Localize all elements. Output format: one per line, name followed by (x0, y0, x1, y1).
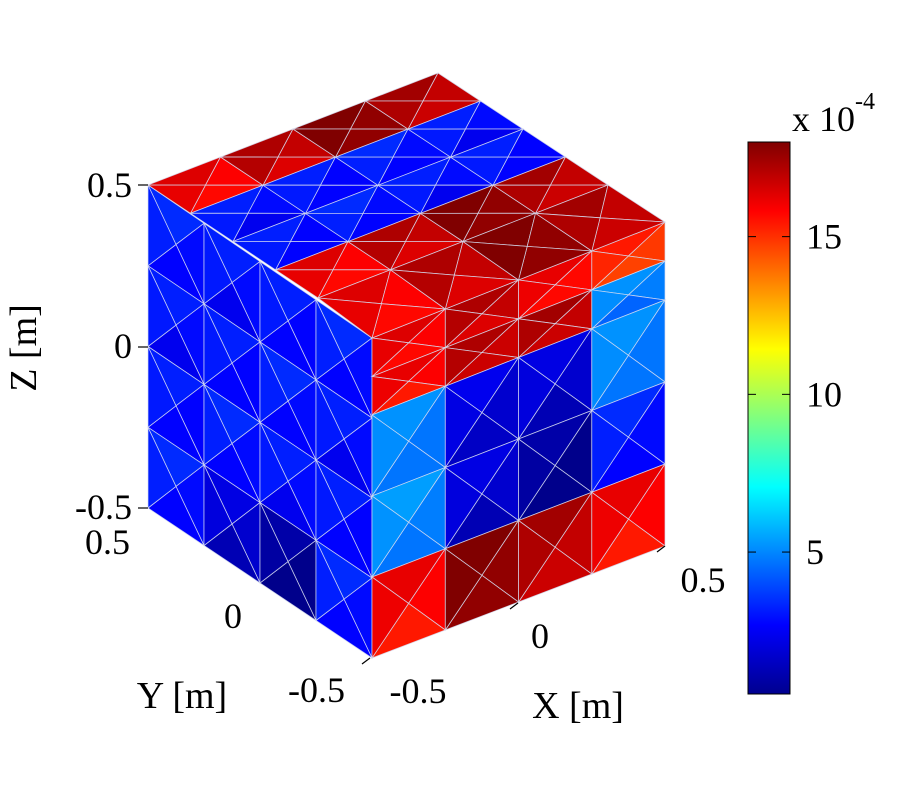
left-face-cell (147, 427, 177, 509)
step-face-cell (389, 269, 455, 310)
y-axis-label: Y [m] (137, 675, 227, 717)
front-face-lower-cell (591, 328, 629, 412)
left-face-cell (203, 303, 233, 386)
front-face-upper-cell (591, 289, 630, 330)
z-tick-label: 0 (114, 326, 132, 366)
left-face-cell (203, 384, 233, 466)
colorbar-tick-label: 5 (806, 532, 824, 572)
front-face-lower-cell (371, 576, 410, 660)
z-axis: 0.5 0 -0.5 Z [m] (3, 165, 132, 527)
top-face-cell (274, 269, 334, 299)
step-face-cell (461, 240, 528, 281)
top-face-cell (304, 212, 364, 243)
top-face-cell (334, 156, 394, 186)
front-face-lower-cell (444, 548, 483, 632)
x-tick-label: 0 (531, 616, 549, 656)
top-face-cell (261, 184, 322, 214)
left-face-cell (259, 261, 289, 343)
top-face-cell (491, 184, 552, 214)
top-face-cell (419, 212, 479, 243)
colorbar: 5 10 15 x 10-4 (747, 89, 875, 695)
top-face-cell (364, 100, 424, 130)
x-tick-label: 0.5 (681, 560, 726, 600)
left-face-cell (315, 379, 345, 461)
front-face-upper-cell (591, 250, 630, 291)
front-face-upper-cell (518, 318, 556, 359)
front-face-upper-cell (371, 337, 410, 378)
face-left (147, 183, 373, 660)
front-face-upper-cell (371, 376, 410, 416)
top-face-cell (449, 156, 509, 186)
colorbar-gradient (747, 141, 791, 695)
left-face-cell (259, 422, 289, 504)
colorbar-tick-label: 10 (806, 374, 842, 414)
x-axis: -0.5 0 0.5 X [m] (390, 560, 726, 727)
left-face-cell (147, 265, 177, 348)
left-face-cell (147, 184, 177, 267)
front-face-lower-cell (444, 385, 483, 469)
z-axis-label: Z [m] (3, 304, 45, 392)
colorbar-ticks: 5 10 15 (748, 217, 842, 572)
top-face-cell (406, 128, 467, 158)
x-tick-mark (361, 657, 371, 665)
y-tick-label: -0.5 (288, 670, 345, 710)
step-face-cell (316, 297, 382, 339)
front-face-lower-cell (444, 466, 483, 551)
front-face-upper-cell (518, 279, 556, 320)
top-face-cell (346, 241, 407, 271)
top-face-cell (189, 212, 249, 243)
top-face-cell (376, 184, 437, 214)
colorbar-tick-label: 15 (806, 217, 842, 257)
x-tick-mark (509, 602, 519, 610)
top-face-cell (219, 156, 279, 186)
left-face-cell (315, 299, 345, 381)
face-top (146, 72, 610, 299)
face-front (370, 221, 667, 660)
left-face-cell (259, 502, 289, 584)
step-face-cell (534, 212, 601, 252)
front-face-lower-cell (371, 495, 410, 579)
x-tick-mark (656, 545, 666, 553)
top-face-cell (146, 184, 207, 214)
left-face-cell (315, 540, 345, 622)
front-face-lower-cell (591, 491, 629, 576)
front-face-upper-cell (444, 347, 483, 388)
left-face-cell (203, 464, 233, 547)
left-face-cell (203, 223, 233, 305)
colorbar-exponent-base: x 10 (792, 99, 855, 139)
face-step (316, 184, 667, 339)
front-face-lower-cell (518, 519, 556, 604)
left-face-cell (147, 346, 177, 429)
top-face-cell (231, 241, 292, 271)
step-face-cell (599, 184, 667, 223)
x-axis-label: X [m] (532, 685, 624, 727)
front-face-upper-cell (444, 308, 483, 349)
axis-tick-marks (138, 184, 666, 665)
colorbar-exponent: x 10-4 (792, 89, 875, 139)
x-tick-label: -0.5 (390, 671, 447, 711)
z-tick-label: -0.5 (75, 487, 132, 527)
left-face-cell (315, 459, 345, 542)
y-axis: 0.5 0 -0.5 Y [m] (85, 522, 345, 717)
z-tick-label: 0.5 (87, 165, 132, 205)
colorbar-exponent-power: -4 (855, 89, 875, 115)
y-tick-label: 0.5 (85, 522, 130, 562)
top-face-cell (291, 128, 352, 158)
front-face-lower-cell (518, 438, 556, 522)
front-face-lower-cell (591, 409, 629, 494)
y-tick-label: 0 (224, 596, 242, 636)
front-face-lower-cell (518, 356, 556, 441)
cube-plot (146, 72, 667, 660)
front-face-lower-cell (371, 414, 410, 498)
left-face-cell (259, 341, 289, 424)
